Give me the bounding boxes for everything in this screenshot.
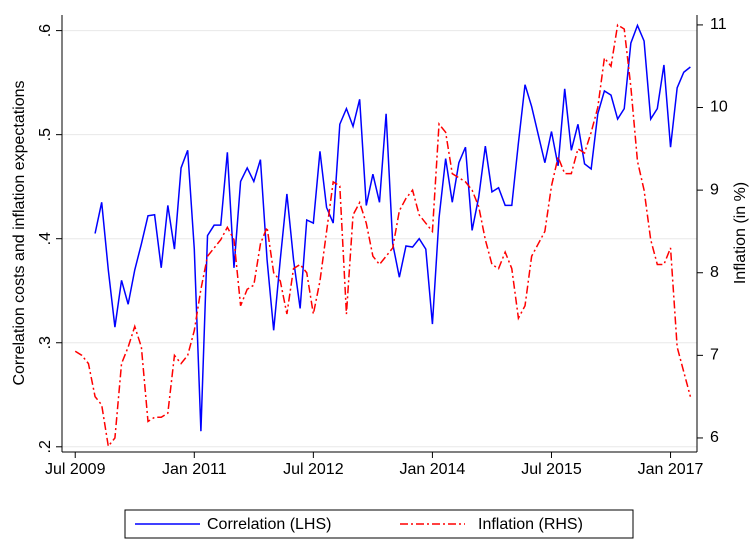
y-tick-label: .2 [37, 440, 54, 453]
y2-tick-label: 6 [710, 429, 719, 446]
y-tick-label: .4 [37, 232, 54, 245]
legend-box [124, 509, 634, 539]
y2-tick-label: 7 [710, 347, 719, 364]
y2-tick-label: 10 [710, 99, 728, 116]
x-tick-label: Jan 2017 [638, 461, 704, 478]
series-line [74, 23, 692, 449]
x-tick-label: Jan 2011 [162, 461, 227, 478]
x-tick-label: Jan 2014 [399, 461, 465, 478]
y-axis-label: Correlation costs and inflation expectat… [11, 80, 28, 385]
y2-axis-label: Inflation (in %) [732, 182, 749, 284]
y-tick-label: .6 [37, 24, 54, 37]
y2-tick-label: 11 [710, 16, 727, 33]
y2-tick-label: 9 [710, 181, 719, 198]
y-tick-label: .3 [37, 336, 54, 349]
x-tick-label: Jul 2012 [283, 461, 344, 478]
legend-label: Correlation (LHS) [207, 516, 331, 533]
legend-label: Inflation (RHS) [478, 516, 583, 533]
x-tick-label: Jul 2015 [521, 461, 582, 478]
y2-tick-label: 8 [710, 264, 719, 281]
y-tick-label: .5 [37, 128, 54, 141]
x-tick-label: Jul 2009 [45, 461, 106, 478]
